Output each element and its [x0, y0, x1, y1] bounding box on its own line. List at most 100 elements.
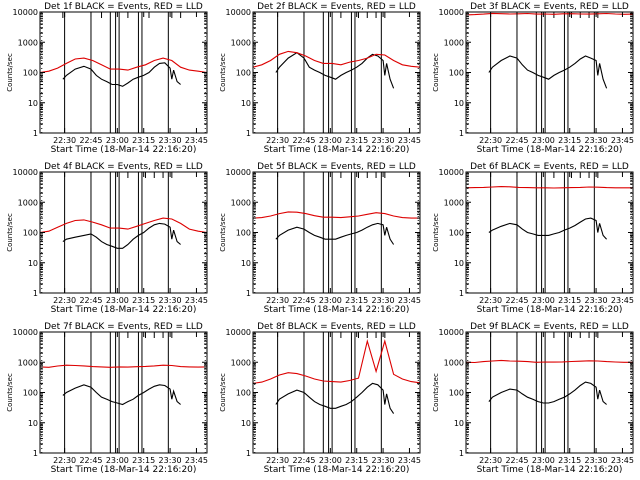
chart-title: Det 9f BLACK = Events, RED = LLD	[470, 322, 629, 332]
detector-panel-4: Det 4f BLACK = Events, RED = LLD Counts/s…	[6, 162, 208, 315]
events-series-line	[488, 55, 608, 89]
y-tick-label: 1	[459, 289, 464, 298]
y-axis-label: Counts/sec	[6, 373, 14, 412]
y-tick-label: 1	[246, 129, 251, 138]
x-tick-label: 23:45	[185, 456, 208, 465]
x-tick-label: 22:45	[505, 456, 528, 465]
y-tick-label: 1	[33, 289, 38, 298]
x-tick-label: 23:15	[558, 296, 581, 305]
x-tick-label: 22:30	[266, 136, 289, 145]
x-tick-label: 23:15	[558, 136, 581, 145]
x-tick-label: 23:00	[532, 136, 555, 145]
x-tick-label: 23:30	[585, 296, 608, 305]
y-axis-label: Counts/sec	[219, 213, 227, 252]
lld-series-line	[465, 186, 633, 189]
lld-series-line	[39, 364, 208, 368]
y-tick-label: 10	[241, 259, 251, 268]
events-series-line	[275, 52, 395, 89]
y-tick-label: 10000	[13, 8, 38, 17]
x-axis-label: Start Time (18-Mar-14 22:16:20)	[264, 305, 410, 315]
x-tick-label: 23:00	[319, 136, 342, 145]
x-tick-label: 22:45	[79, 136, 102, 145]
x-tick-label: 23:45	[611, 456, 634, 465]
x-tick-label: 23:00	[106, 296, 129, 305]
x-tick-label: 23:15	[345, 136, 368, 145]
y-tick-label: 10	[454, 419, 464, 428]
x-tick-label: 22:45	[292, 136, 315, 145]
y-tick-label: 1000	[231, 198, 251, 207]
x-axis-label: Start Time (18-Mar-14 22:16:20)	[51, 465, 197, 475]
x-tick-label: 23:45	[611, 136, 634, 145]
events-series-line	[62, 384, 181, 406]
x-tick-label: 22:30	[479, 456, 502, 465]
x-tick-label: 23:45	[398, 456, 421, 465]
y-tick-label: 10000	[13, 328, 38, 337]
y-tick-label: 100	[449, 69, 464, 78]
y-axis-label: Counts/sec	[432, 213, 440, 252]
x-tick-label: 22:45	[292, 456, 315, 465]
lld-series-line	[39, 57, 208, 74]
y-tick-label: 1	[246, 449, 251, 458]
detector-panel-1: Det 1f BLACK = Events, RED = LLD Counts/s…	[6, 2, 208, 155]
x-tick-label: 23:45	[398, 296, 421, 305]
events-series-line	[275, 382, 395, 414]
chart-title: Det 6f BLACK = Events, RED = LLD	[470, 162, 629, 172]
x-tick-label: 23:30	[372, 296, 395, 305]
y-tick-label: 10	[454, 99, 464, 108]
lld-series-line	[39, 217, 208, 234]
detector-panel-7: Det 7f BLACK = Events, RED = LLD Counts/s…	[6, 322, 208, 475]
chart-title: Det 5f BLACK = Events, RED = LLD	[257, 162, 416, 172]
x-tick-label: 23:15	[132, 136, 155, 145]
y-tick-label: 10	[241, 99, 251, 108]
y-axis-label: Counts/sec	[432, 53, 440, 92]
y-tick-label: 100	[236, 229, 251, 238]
x-tick-label: 23:15	[345, 456, 368, 465]
y-tick-label: 100	[449, 389, 464, 398]
x-tick-label: 22:45	[292, 296, 315, 305]
y-tick-label: 10000	[439, 328, 464, 337]
y-tick-label: 1	[33, 129, 38, 138]
lld-series-line	[252, 211, 420, 219]
y-tick-label: 1	[459, 449, 464, 458]
x-tick-label: 23:45	[185, 136, 208, 145]
y-tick-label: 10000	[226, 328, 251, 337]
y-tick-label: 10	[28, 259, 38, 268]
y-axis-label: Counts/sec	[6, 213, 14, 252]
y-tick-label: 1000	[444, 358, 464, 367]
y-tick-label: 1000	[444, 38, 464, 47]
detector-panel-8: Det 8f BLACK = Events, RED = LLD Counts/s…	[219, 322, 421, 475]
y-tick-label: 10000	[439, 8, 464, 17]
detector-panel-9: Det 9f BLACK = Events, RED = LLD Counts/s…	[432, 322, 634, 475]
y-tick-label: 10000	[226, 8, 251, 17]
x-axis-label: Start Time (18-Mar-14 22:16:20)	[477, 305, 623, 315]
chart-title: Det 3f BLACK = Events, RED = LLD	[470, 2, 629, 12]
x-tick-label: 22:45	[79, 456, 102, 465]
events-series-line	[488, 217, 608, 240]
x-tick-label: 23:00	[532, 456, 555, 465]
detector-panel-2: Det 2f BLACK = Events, RED = LLD Counts/s…	[219, 2, 421, 155]
x-axis-label: Start Time (18-Mar-14 22:16:20)	[51, 305, 197, 315]
x-tick-label: 23:45	[398, 136, 421, 145]
chart-title: Det 2f BLACK = Events, RED = LLD	[257, 2, 416, 12]
y-tick-label: 1000	[18, 38, 38, 47]
y-tick-label: 1	[246, 289, 251, 298]
x-tick-label: 23:15	[132, 456, 155, 465]
detector-panel-6: Det 6f BLACK = Events, RED = LLD Counts/s…	[432, 162, 634, 315]
x-axis-label: Start Time (18-Mar-14 22:16:20)	[477, 145, 623, 155]
x-tick-label: 22:30	[479, 296, 502, 305]
x-tick-label: 23:00	[106, 136, 129, 145]
x-tick-label: 23:30	[372, 136, 395, 145]
x-tick-label: 23:15	[558, 456, 581, 465]
y-tick-label: 10	[454, 259, 464, 268]
y-axis-label: Counts/sec	[219, 53, 227, 92]
x-tick-label: 23:30	[372, 456, 395, 465]
y-tick-label: 1000	[18, 358, 38, 367]
y-tick-label: 10	[241, 419, 251, 428]
x-tick-label: 23:30	[159, 456, 182, 465]
lld-series-line	[465, 12, 634, 16]
x-axis-label: Start Time (18-Mar-14 22:16:20)	[264, 145, 410, 155]
x-tick-label: 23:30	[585, 136, 608, 145]
x-tick-label: 23:30	[585, 456, 608, 465]
y-tick-label: 100	[23, 389, 38, 398]
